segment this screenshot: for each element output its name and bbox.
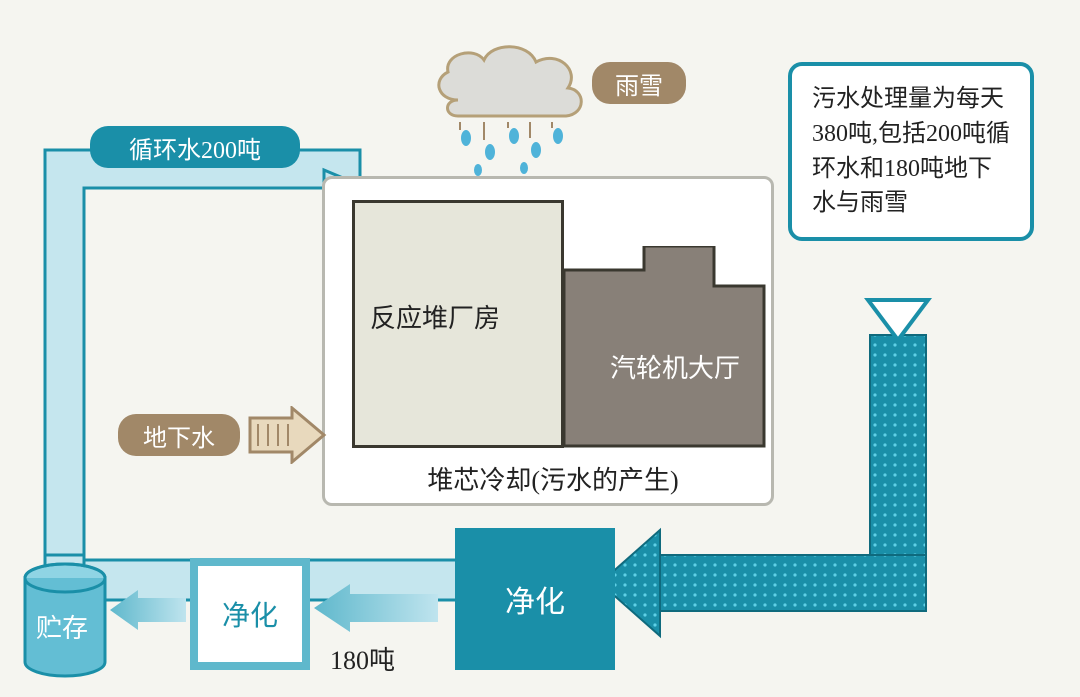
arrow-purify-to-purify-icon bbox=[310, 582, 440, 634]
purify-box-small: 净化 bbox=[190, 558, 310, 670]
groundwater-text: 地下水 bbox=[143, 418, 215, 453]
amount-180-label: 180吨 bbox=[330, 640, 395, 677]
storage-label: 贮存 bbox=[36, 608, 88, 645]
arrow-purify-to-storage-icon bbox=[108, 588, 188, 632]
rain-snow-text: 雨雪 bbox=[615, 66, 663, 101]
rain-snow-label: 雨雪 bbox=[592, 62, 686, 104]
reactor-building-label: 反应堆厂房 bbox=[370, 298, 500, 335]
turbine-hall-label: 汽轮机大厅 bbox=[610, 348, 740, 385]
circulating-water-text: 循环水200吨 bbox=[129, 130, 261, 165]
footer-caption: 堆芯冷却(污水的产生) bbox=[398, 460, 708, 497]
groundwater-arrow-icon bbox=[248, 406, 328, 464]
info-box: 污水处理量为每天380吨,包括200吨循环水和180吨地下水与雨雪 bbox=[788, 62, 1034, 241]
purify-box-large: 净化 bbox=[455, 528, 615, 670]
cloud-icon bbox=[418, 40, 608, 190]
groundwater-label: 地下水 bbox=[118, 414, 240, 456]
info-box-text: 污水处理量为每天380吨,包括200吨循环水和180吨地下水与雨雪 bbox=[812, 86, 1010, 216]
circulating-water-label: 循环水200吨 bbox=[90, 126, 300, 168]
